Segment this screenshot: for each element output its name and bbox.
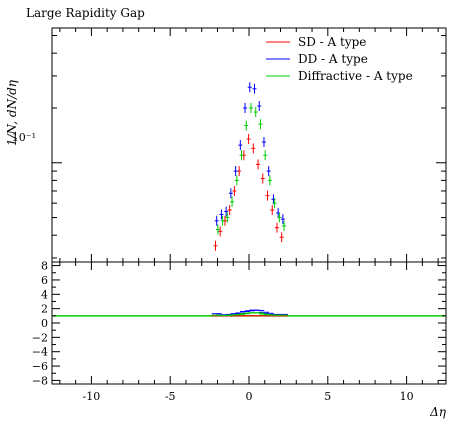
chart-title: Large Rapidity Gap xyxy=(26,6,145,20)
x-tick-label: 0 xyxy=(246,390,253,403)
y-tick-label-ratio: −2 xyxy=(32,331,48,344)
y-tick-label-main: 10⁻¹ xyxy=(12,131,36,144)
y-tick-label-ratio: 0 xyxy=(41,317,48,330)
x-axis-label: Δη xyxy=(429,405,447,419)
ratio-plot-frame xyxy=(51,261,447,385)
legend: SD - A type DD - A type Diffractive - A ty… xyxy=(266,35,413,83)
legend-entry-label: Diffractive - A type xyxy=(298,69,413,83)
ratio-plot-marks xyxy=(52,309,446,317)
legend-entry-label: DD - A type xyxy=(298,52,368,66)
x-tick-label: -10 xyxy=(83,390,101,403)
main-plot-marks xyxy=(213,82,287,251)
y-tick-label-ratio: 6 xyxy=(41,274,48,287)
main-plot-frame xyxy=(51,27,447,263)
legend-entry-label: SD - A type xyxy=(298,35,366,49)
y-tick-label-ratio: 2 xyxy=(41,303,48,316)
y-tick-label-ratio: −4 xyxy=(32,346,48,359)
y-tick-label-ratio: 4 xyxy=(41,288,48,301)
y-tick-label-ratio: −8 xyxy=(32,374,48,387)
x-tick-label: 5 xyxy=(324,390,331,403)
y-tick-label-ratio: −6 xyxy=(32,360,48,373)
y-tick-label-ratio: 8 xyxy=(41,260,48,273)
x-tick-label: 10 xyxy=(400,390,414,403)
y-axis-label: 1/N, dN/dη xyxy=(5,79,19,146)
x-tick-label: -5 xyxy=(165,390,176,403)
